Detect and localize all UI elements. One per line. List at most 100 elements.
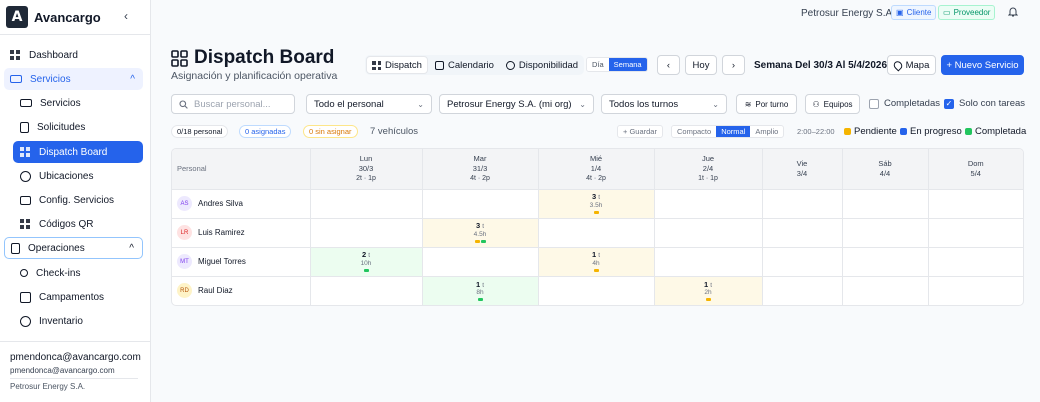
density-normal[interactable]: Normal [716,126,751,137]
day-column-header[interactable]: Mar 31/3 4t · 2p [422,149,539,190]
sidebar-item-ubicaciones[interactable]: Ubicaciones [13,165,143,187]
sidebar-item-dispatch-board[interactable]: Dispatch Board [13,141,143,163]
day-column-header[interactable]: Mié 1/4 4t · 2p [538,149,655,190]
day-cell[interactable] [842,276,929,305]
avatar: LR [177,225,192,240]
proveedor-badge[interactable]: ▭ Proveedor [938,5,996,20]
sidebar-item-label: Servicios [30,73,71,85]
day-cell[interactable]: 1 t 8h [422,276,539,305]
day-cell[interactable] [654,218,763,248]
day-cell[interactable]: 3 t 4.5h [422,218,539,248]
chevron-down-icon: ⌄ [417,99,424,109]
day-column-header[interactable]: Dom 5/4 [928,149,1023,190]
day-cell[interactable] [928,218,1023,248]
tab-dispatch[interactable]: Dispatch [366,56,428,74]
day-cell[interactable]: 2 t 10h [310,247,423,277]
sidebar-group-servicios[interactable]: Servicios ^ [4,68,143,90]
density-amplio[interactable]: Amplio [755,127,779,136]
day-cell[interactable] [654,189,763,219]
layers-icon: ≋ [744,99,752,109]
today-button[interactable]: Hoy [685,55,717,75]
day-cell[interactable] [422,189,539,219]
day-cell[interactable] [310,276,423,305]
org-select-value: Petrosur Energy S.A. (mi org) [447,98,572,110]
status-dot [593,268,599,272]
new-service-button[interactable]: + Nuevo Servicio [941,55,1024,75]
sidebar-item-servicios[interactable]: Servicios [13,92,143,114]
only-tasks-checkbox[interactable]: ✓ Solo con tareas [944,98,1025,109]
cliente-badge[interactable]: ▣ Cliente [891,5,937,20]
day-cell[interactable] [762,276,843,305]
sidebar-item-codigos-qr[interactable]: Códigos QR [13,213,143,235]
range-semana[interactable]: Semana [608,58,647,71]
day-cell[interactable] [422,247,539,277]
prev-week-button[interactable]: ‹ [657,55,680,75]
divider [0,34,151,35]
search-input[interactable]: Buscar personal... [171,94,295,114]
sidebar-item-config-servicios[interactable]: Config. Servicios [13,189,143,211]
density-toggle: Compacto Normal Amplio [671,125,785,138]
day-cell[interactable] [654,247,763,277]
day-cell[interactable] [762,218,843,248]
day-column-header[interactable]: Jue 2/4 1t · 1p [654,149,763,190]
sidebar-item-dashboard[interactable]: Dashboard [4,44,143,66]
personnel-select[interactable]: Todo el personal ⌄ [306,94,432,114]
sidebar-item-inventario[interactable]: Inventario [13,310,143,332]
bell-icon[interactable] [1008,6,1018,17]
checkbox-checked[interactable]: ✓ [944,98,954,109]
day-cell[interactable] [762,189,843,219]
day-cell[interactable] [310,189,423,219]
sidebar-group-operaciones[interactable]: Operaciones ^ [4,237,143,259]
day-cell[interactable] [538,218,655,248]
day-cell[interactable] [928,189,1023,219]
map-button[interactable]: Mapa [887,55,936,75]
day-column-header[interactable]: Lun 30/3 2t · 1p [310,149,423,190]
day-cell[interactable] [762,247,843,277]
day-cell[interactable]: 1 t 2h [654,276,763,305]
truck-icon [10,75,22,83]
task-count-value: 3 [591,192,597,202]
org-select[interactable]: Petrosur Energy S.A. (mi org) ⌄ [439,94,594,114]
tab-calendario[interactable]: Calendario [430,56,499,74]
day-cell[interactable] [928,247,1023,277]
day-cell[interactable] [842,247,929,277]
day-name: Vie [796,158,808,168]
day-cell[interactable] [842,218,929,248]
person-cell[interactable]: MT Miguel Torres [172,247,311,277]
collapse-sidebar-icon[interactable]: ‹ [124,9,128,23]
checkbox-unchecked[interactable] [869,98,879,109]
teams-button[interactable]: ⚇ Equipos [805,94,860,114]
day-date: 4/4 [879,168,891,178]
next-week-button[interactable]: › [722,55,745,75]
person-cell[interactable]: RD Raul Diaz [172,276,311,305]
day-cell[interactable]: 1 t 4h [538,247,655,277]
sidebar-item-label: Servicios [40,97,81,109]
day-cell[interactable] [928,276,1023,305]
sidebar-item-check-ins[interactable]: Check-ins [13,262,143,284]
sidebar-item-campamentos[interactable]: Campamentos [13,286,143,308]
dispatch-table: Personal Lun 30/3 2t · 1p Mar 31/3 4t · 2p Mié… [172,149,1023,305]
org-name: Petrosur Energy S.A. [801,8,895,19]
task-count-value: 2 [361,250,367,260]
person-cell[interactable]: LR Luis Ramirez [172,218,311,248]
range-dia[interactable]: Día [587,58,609,71]
density-compacto[interactable]: Compacto [677,127,712,136]
sidebar-item-solicitudes[interactable]: Solicitudes [13,116,143,138]
day-cell[interactable] [310,218,423,248]
sidebar: A Avancargo ‹ Dashboard Servicios ^ Serv… [0,0,151,402]
shift-select[interactable]: Todos los turnos ⌄ [601,94,727,114]
task-count-unit: t [598,252,601,260]
completed-checkbox[interactable]: Completadas [869,98,940,109]
sidebar-item-label: Códigos QR [39,218,94,230]
chevron-up-icon: ^ [129,242,134,254]
by-shift-button[interactable]: ≋ Por turno [736,94,797,114]
users-icon [505,60,515,70]
tab-disponibilidad[interactable]: Disponibilidad [501,56,583,74]
day-column-header[interactable]: Sáb 4/4 [842,149,929,190]
day-cell[interactable] [842,189,929,219]
save-view-button[interactable]: + Guardar [617,125,663,138]
day-cell[interactable]: 3 t 3.5h [538,189,655,219]
day-column-header[interactable]: Vie 3/4 [762,149,843,190]
person-cell[interactable]: AS Andres Silva [172,189,311,219]
day-cell[interactable] [538,276,655,305]
